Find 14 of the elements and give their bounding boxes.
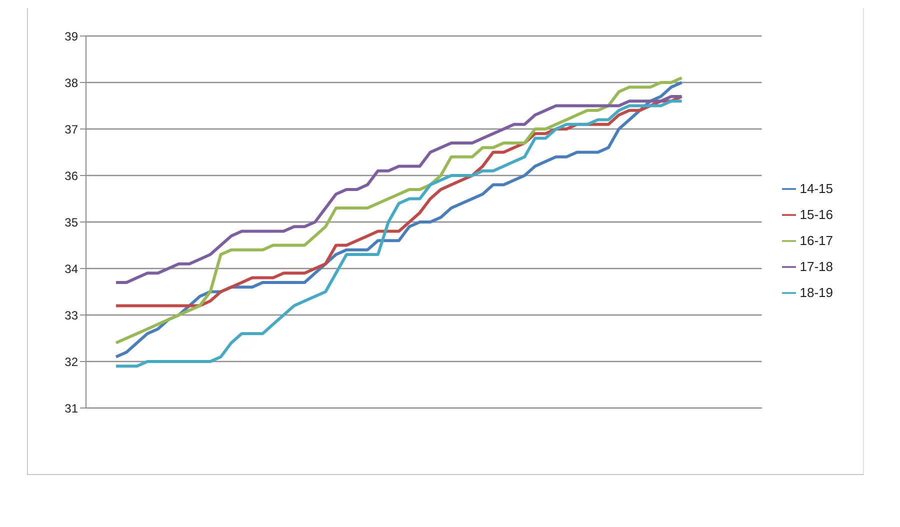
y-tick-label: 39 xyxy=(64,29,78,44)
legend-label: 18-19 xyxy=(800,284,833,300)
y-tick-label: 34 xyxy=(64,262,78,276)
y-tick-label: 31 xyxy=(64,401,78,416)
legend-label: 14-15 xyxy=(800,180,833,196)
legend-label: 15-16 xyxy=(800,206,833,222)
legend-label: 16-17 xyxy=(800,232,833,248)
legend-label: 17-18 xyxy=(800,258,833,274)
y-tick-label: 35 xyxy=(64,215,78,230)
y-tick-label: 33 xyxy=(64,308,78,322)
y-tick-label: 37 xyxy=(64,122,78,136)
y-tick-label: 32 xyxy=(64,354,78,369)
y-tick-label: 36 xyxy=(64,168,78,183)
y-tick-label: 38 xyxy=(64,76,78,90)
